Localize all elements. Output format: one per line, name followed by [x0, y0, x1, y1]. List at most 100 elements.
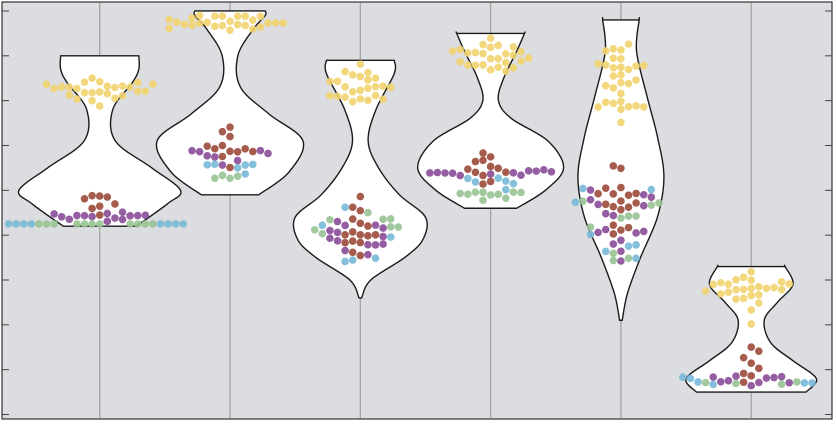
point-g5-yellow-12	[617, 55, 625, 63]
point-g6-green-4	[793, 378, 801, 386]
point-g3-brown-11	[348, 203, 357, 212]
point-g1-yellow-17	[118, 92, 127, 100]
point-g3-purple-9	[379, 240, 387, 248]
point-g5-purple-5	[586, 195, 595, 204]
point-g3-brown-13	[341, 238, 349, 247]
point-g4-purple-5	[448, 169, 457, 177]
point-g1-purple-11	[57, 213, 66, 221]
point-g4-green-3	[494, 190, 503, 199]
point-g6-purple-10	[785, 378, 794, 387]
point-g1-purple-2	[103, 209, 112, 218]
point-g1-yellow-3	[88, 88, 96, 97]
point-g6-purple-3	[762, 374, 771, 382]
point-g6-yellow-9	[747, 276, 756, 285]
point-g2-green-4	[211, 174, 219, 183]
point-g4-blue-1	[502, 185, 510, 194]
point-g5-brown-17	[632, 199, 640, 207]
point-g3-blue-1	[386, 233, 395, 241]
point-g2-brown-11	[226, 132, 234, 141]
point-g4-yellow-24	[517, 57, 525, 65]
point-g3-green-7	[386, 215, 395, 223]
point-g3-yellow-7	[371, 82, 380, 91]
point-g4-purple-8	[532, 167, 541, 175]
point-g1-yellow-5	[103, 82, 112, 91]
point-g6-brown-3	[739, 353, 748, 362]
point-g2-yellow-16	[264, 19, 272, 27]
point-g2-yellow-13	[188, 21, 196, 30]
point-g5-blue-3	[601, 247, 610, 256]
point-g1-blue-2	[27, 220, 36, 228]
point-g4-yellow-19	[456, 45, 465, 54]
point-g1-purple-6	[73, 211, 81, 220]
violin-6	[685, 264, 818, 393]
point-g5-brown-1	[617, 197, 625, 205]
point-g5-yellow-23	[601, 47, 610, 55]
point-g2-yellow-25	[165, 15, 174, 24]
point-g6-green-3	[777, 380, 786, 388]
point-g6-yellow-10	[762, 284, 771, 293]
point-g5-blue-1	[586, 230, 595, 239]
point-g4-purple-4	[486, 170, 495, 178]
point-g3-green-1	[379, 215, 387, 224]
point-g4-purple-7	[441, 169, 449, 177]
point-g5-green-8	[655, 199, 663, 207]
point-g3-purple-1	[333, 228, 342, 237]
point-g3-yellow-5	[348, 87, 357, 96]
point-g1-brown-7	[88, 204, 96, 213]
point-g3-brown-2	[348, 215, 357, 223]
violin-4	[416, 31, 565, 209]
point-g5-green-7	[624, 254, 633, 263]
point-g5-purple-2	[601, 225, 610, 234]
point-g5-yellow-9	[617, 118, 625, 127]
point-g4-blue-4	[471, 178, 480, 186]
point-g2-brown-12	[249, 147, 257, 156]
point-g5-brown-3	[617, 183, 625, 192]
point-g4-brown-4	[494, 164, 503, 173]
point-g3-purple-3	[341, 246, 349, 255]
point-g2-yellow-1	[226, 17, 234, 25]
point-g6-yellow-15	[717, 278, 725, 287]
point-g2-yellow-4	[211, 22, 219, 31]
point-g1-green-10	[149, 220, 157, 228]
point-g1-purple-4	[103, 217, 112, 226]
point-g3-brown-7	[364, 232, 372, 240]
point-g3-yellow-24	[386, 83, 395, 92]
point-g2-blue-6	[249, 160, 257, 169]
point-g5-green-3	[609, 256, 618, 265]
point-g3-brown-3	[356, 251, 365, 260]
point-g2-purple-4	[203, 152, 212, 160]
point-g3-brown-4	[356, 231, 365, 239]
point-g1-blue-6	[12, 220, 20, 228]
point-g6-blue-5	[808, 379, 816, 387]
point-g4-yellow-1	[486, 54, 495, 63]
point-g1-green-1	[95, 220, 104, 228]
point-g4-purple-6	[524, 167, 533, 175]
point-g4-yellow-6	[471, 61, 480, 70]
point-g5-purple-3	[586, 186, 595, 194]
point-g5-purple-4	[601, 209, 610, 218]
point-g4-blue-5	[502, 177, 510, 185]
point-g4-purple-2	[456, 171, 465, 180]
point-g3-purple-7	[333, 237, 342, 245]
point-g5-yellow-10	[624, 65, 633, 74]
point-g3-green-3	[364, 208, 372, 217]
point-g5-purple-6	[609, 211, 618, 220]
point-g4-brown-10	[479, 149, 487, 157]
point-g5-blue-8	[632, 241, 640, 249]
point-g1-blue-7	[179, 220, 188, 228]
point-g1-purple-9	[126, 212, 134, 220]
point-g1-blue-5	[171, 220, 180, 228]
point-g1-yellow-24	[149, 80, 157, 89]
point-g3-brown-5	[348, 237, 357, 245]
point-g5-purple-8	[632, 229, 640, 237]
point-g4-yellow-17	[456, 57, 465, 66]
point-g5-green-5	[586, 223, 595, 231]
point-g1-yellow-14	[126, 83, 134, 91]
point-g3-purple-4	[371, 241, 380, 249]
point-g5-brown-11	[601, 184, 610, 192]
point-g2-yellow-9	[195, 19, 204, 28]
point-g5-yellow-11	[601, 61, 610, 69]
point-g2-purple-6	[256, 146, 265, 155]
point-g3-green-2	[386, 223, 395, 231]
